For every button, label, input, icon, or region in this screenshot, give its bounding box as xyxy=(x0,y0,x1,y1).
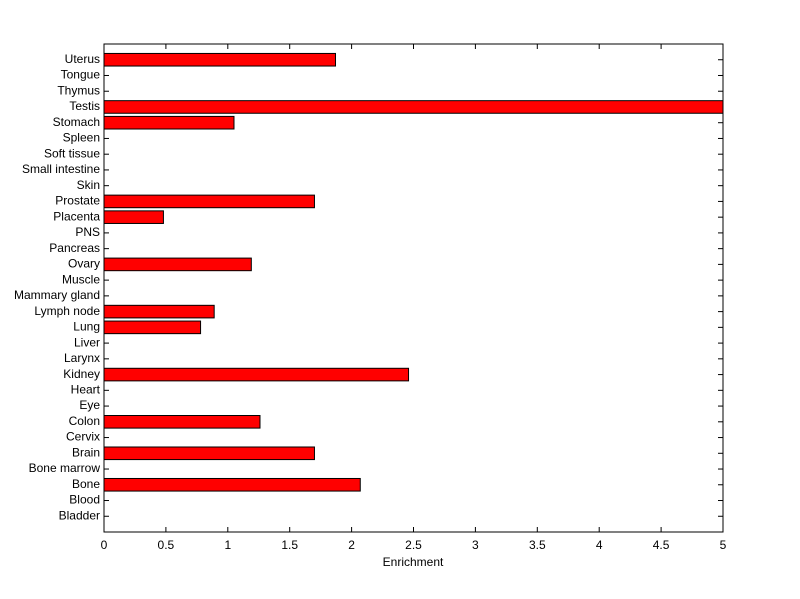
y-tick-label: Bone xyxy=(72,477,100,491)
y-tick-label: Pancreas xyxy=(49,241,100,255)
bar xyxy=(103,367,410,382)
bar xyxy=(103,210,164,224)
y-tick-label: Colon xyxy=(69,414,100,428)
y-tick-label: Muscle xyxy=(62,272,100,286)
x-tick-label: 4 xyxy=(596,538,603,552)
y-tick-label: Small intestine xyxy=(22,162,100,176)
y-tick-label: Bone marrow xyxy=(29,461,101,475)
bar xyxy=(103,194,315,209)
y-tick-label: Ovary xyxy=(68,257,100,271)
x-tick-label: 5 xyxy=(720,538,727,552)
y-tick-label: Thymus xyxy=(57,83,100,97)
bar xyxy=(103,446,315,461)
bar xyxy=(103,115,235,130)
y-tick-label: Liver xyxy=(74,335,100,349)
y-tick-label: Testis xyxy=(69,99,100,113)
y-tick-label: Placenta xyxy=(53,209,100,223)
x-axis-label: Enrichment xyxy=(383,555,444,569)
y-tick-label: Spleen xyxy=(63,131,100,145)
y-tick-label: Stomach xyxy=(53,115,100,129)
bar xyxy=(103,415,261,429)
x-tick-label: 4.5 xyxy=(653,538,670,552)
y-tick-label: PNS xyxy=(75,225,100,239)
x-tick-label: 2.5 xyxy=(405,538,422,552)
y-tick-label: Kidney xyxy=(63,367,100,381)
x-tick-label: 1 xyxy=(224,538,231,552)
x-tick-label: 3 xyxy=(472,538,479,552)
y-tick-label: Bladder xyxy=(59,508,100,522)
y-tick-label: Eye xyxy=(79,398,100,412)
bar xyxy=(103,52,337,67)
y-tick-label: Soft tissue xyxy=(44,146,100,160)
y-tick-label: Lung xyxy=(73,320,100,334)
y-tick-label: Larynx xyxy=(64,351,100,365)
bar xyxy=(103,477,361,492)
y-tick-label: Blood xyxy=(69,493,100,507)
x-tick-label: 3.5 xyxy=(529,538,546,552)
y-tick-label: Uterus xyxy=(65,52,100,66)
x-tick-label: 2 xyxy=(348,538,355,552)
y-tick-label: Lymph node xyxy=(34,304,100,318)
plot-frame xyxy=(103,43,724,533)
x-tick-label: 0.5 xyxy=(158,538,175,552)
y-tick-label: Prostate xyxy=(55,194,100,208)
bar xyxy=(103,257,252,272)
bar xyxy=(103,100,724,114)
y-tick-label: Heart xyxy=(71,382,101,396)
y-tick-label: Skin xyxy=(77,178,100,192)
y-tick-label: Mammary gland xyxy=(14,288,100,302)
bar xyxy=(103,304,215,319)
y-tick-label: Tongue xyxy=(61,68,101,82)
y-tick-label: Brain xyxy=(72,445,100,459)
bar xyxy=(103,320,202,335)
x-tick-label: 1.5 xyxy=(281,538,298,552)
y-tick-label: Cervix xyxy=(66,430,100,444)
x-tick-label: 0 xyxy=(101,538,108,552)
